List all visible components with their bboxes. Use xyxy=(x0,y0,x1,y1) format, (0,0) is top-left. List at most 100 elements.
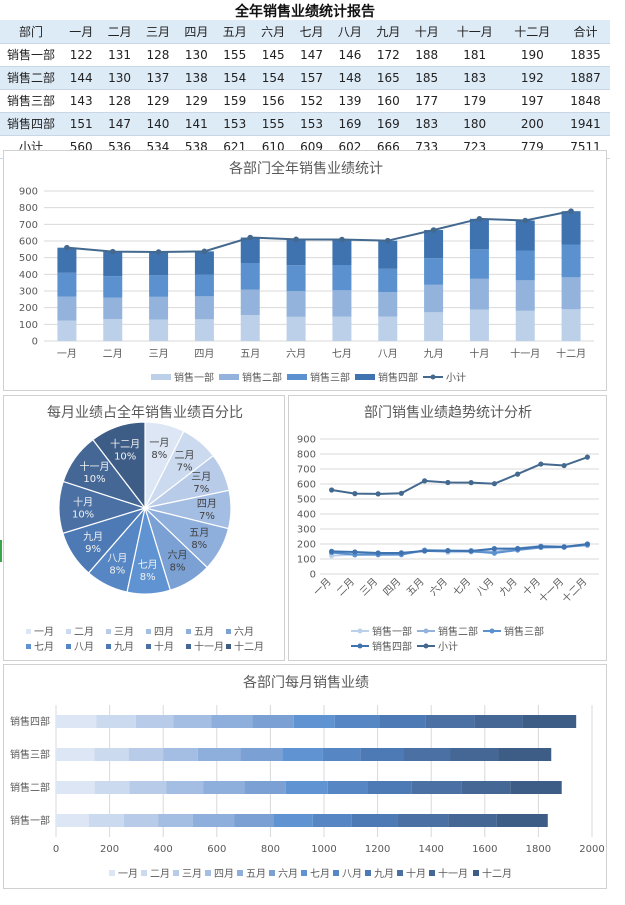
bar-segment xyxy=(561,244,581,278)
bar-segment xyxy=(351,814,398,827)
table-header-cell: 九月 xyxy=(369,20,408,44)
bar-segment xyxy=(293,715,335,728)
table-cell: 160 xyxy=(369,89,408,113)
x-tick-label: 九月 xyxy=(497,576,520,599)
bar-segment xyxy=(285,781,328,794)
slice-label: 十一月 xyxy=(79,460,109,473)
chart-panel-horizontal-bar[interactable]: 各部门每月销售业绩 0 200 400 600 800 1000 1200 1400 1600 18… xyxy=(3,664,607,889)
bar-segment xyxy=(378,292,398,317)
table-cell: 129 xyxy=(177,89,216,113)
table-cell: 153 xyxy=(215,112,254,136)
legend-swatch xyxy=(423,628,429,634)
bar-segment xyxy=(561,309,581,341)
bar-segment xyxy=(128,748,164,761)
x-tick-label: 四月 xyxy=(381,576,404,599)
bar-segment xyxy=(123,814,159,827)
bar-segment xyxy=(286,265,306,292)
line-point xyxy=(339,236,345,243)
chart-panel-stacked-bar[interactable]: 各部门全年销售业绩统计 0 100 200 300 400 500 600 700 800 900 一… xyxy=(3,150,607,391)
line-point xyxy=(515,546,521,552)
table-cell-total: 1887 xyxy=(561,66,610,90)
table-cell: 200 xyxy=(503,112,562,136)
x-tick-label: 十二月 xyxy=(556,347,586,360)
line-point xyxy=(155,249,162,255)
bar-segment xyxy=(469,278,489,310)
bar-segment xyxy=(397,814,449,827)
line-point xyxy=(538,543,544,550)
line-point xyxy=(538,461,544,467)
x-tick-label: 八月 xyxy=(378,348,398,360)
y-tick-label: 200 xyxy=(297,540,316,551)
bar-segment xyxy=(424,284,444,313)
legend-label: 七月 xyxy=(310,868,330,880)
table-header-cell: 合计 xyxy=(561,20,610,44)
y-tick-label: 800 xyxy=(19,203,38,214)
bar-segment xyxy=(561,211,581,245)
line-point xyxy=(398,550,404,556)
x-tick-label: 七月 xyxy=(332,348,352,360)
x-tick-label: 800 xyxy=(261,844,280,855)
table-cell-dept: 销售四部 xyxy=(0,112,62,136)
y-tick-label: 300 xyxy=(19,287,38,298)
bar-segment xyxy=(244,781,286,794)
bar-segment xyxy=(149,296,169,320)
chart-panel-line[interactable]: 部门销售业绩趋势统计分析 0 100 200 300 400 500 600 700 800 900… xyxy=(288,395,607,661)
table-cell: 128 xyxy=(100,89,139,113)
table-cell: 128 xyxy=(138,43,178,67)
table-header-cell: 十二月 xyxy=(503,20,562,44)
bar-segment xyxy=(57,247,77,273)
y-tick-label: 300 xyxy=(297,525,316,536)
line-point xyxy=(445,479,451,486)
legend-label: 四月 xyxy=(214,868,234,880)
table-cell-dept: 销售二部 xyxy=(0,66,62,90)
bar-segment xyxy=(378,268,398,292)
y-tick-label: 400 xyxy=(297,510,316,521)
bar-segment xyxy=(380,715,426,728)
table-cell: 197 xyxy=(503,89,562,113)
legend-swatch xyxy=(357,628,363,634)
slice-percent: 7% xyxy=(177,462,193,473)
bar-segment xyxy=(334,715,381,728)
chart-panel-pie[interactable]: 每月业绩占全年销售业绩百分比 一月 8% 二月 7% 三月 7% 四月 7% 五月 8% 六月 8% 七月… xyxy=(3,395,285,661)
chart-title: 部门销售业绩趋势统计分析 xyxy=(364,405,532,421)
x-tick-label: 十一月 xyxy=(510,347,540,360)
bar-segment xyxy=(332,290,352,317)
y-tick-label: 100 xyxy=(297,555,316,566)
slice-label: 五月 xyxy=(189,527,209,539)
line-point xyxy=(293,236,299,243)
table-cell: 130 xyxy=(177,43,216,67)
slice-label: 七月 xyxy=(138,559,158,571)
line-point xyxy=(445,548,451,554)
x-tick-label: 0 xyxy=(53,844,59,855)
x-tick-label: 2000 xyxy=(579,844,604,855)
selection-marker xyxy=(0,540,2,562)
table-cell: 190 xyxy=(503,43,562,67)
table-cell: 153 xyxy=(292,112,331,136)
x-tick-label: 九月 xyxy=(424,348,444,360)
x-tick-label: 400 xyxy=(154,844,173,855)
legend-swatch xyxy=(109,870,115,876)
table-row: 销售二部 144 130 137 138 154 154 157 148 165… xyxy=(0,66,610,90)
table-cell: 180 xyxy=(445,112,504,136)
bar-segment xyxy=(149,319,169,341)
legend-swatch xyxy=(429,870,435,876)
slice-label: 二月 xyxy=(175,449,195,461)
line-point xyxy=(352,549,358,555)
legend-label: 六月 xyxy=(278,868,298,880)
table-cell: 144 xyxy=(62,66,101,90)
bar-segment xyxy=(240,289,260,316)
table-cell-dept: 销售三部 xyxy=(0,89,62,113)
table-header-cell: 七月 xyxy=(292,20,331,44)
slice-percent: 7% xyxy=(199,511,215,522)
bar-segment xyxy=(56,748,95,761)
bar-segment xyxy=(194,296,214,320)
table-cell: 146 xyxy=(330,43,370,67)
legend-swatch xyxy=(355,374,375,380)
legend-label: 五月 xyxy=(246,868,266,880)
slice-label: 六月 xyxy=(168,550,188,562)
legend-label: 销售一部 xyxy=(372,625,412,638)
bar-segment xyxy=(286,291,306,317)
x-tick-label: 1400 xyxy=(418,844,443,855)
bar-segment xyxy=(240,237,260,263)
table-header-cell: 五月 xyxy=(215,20,254,44)
